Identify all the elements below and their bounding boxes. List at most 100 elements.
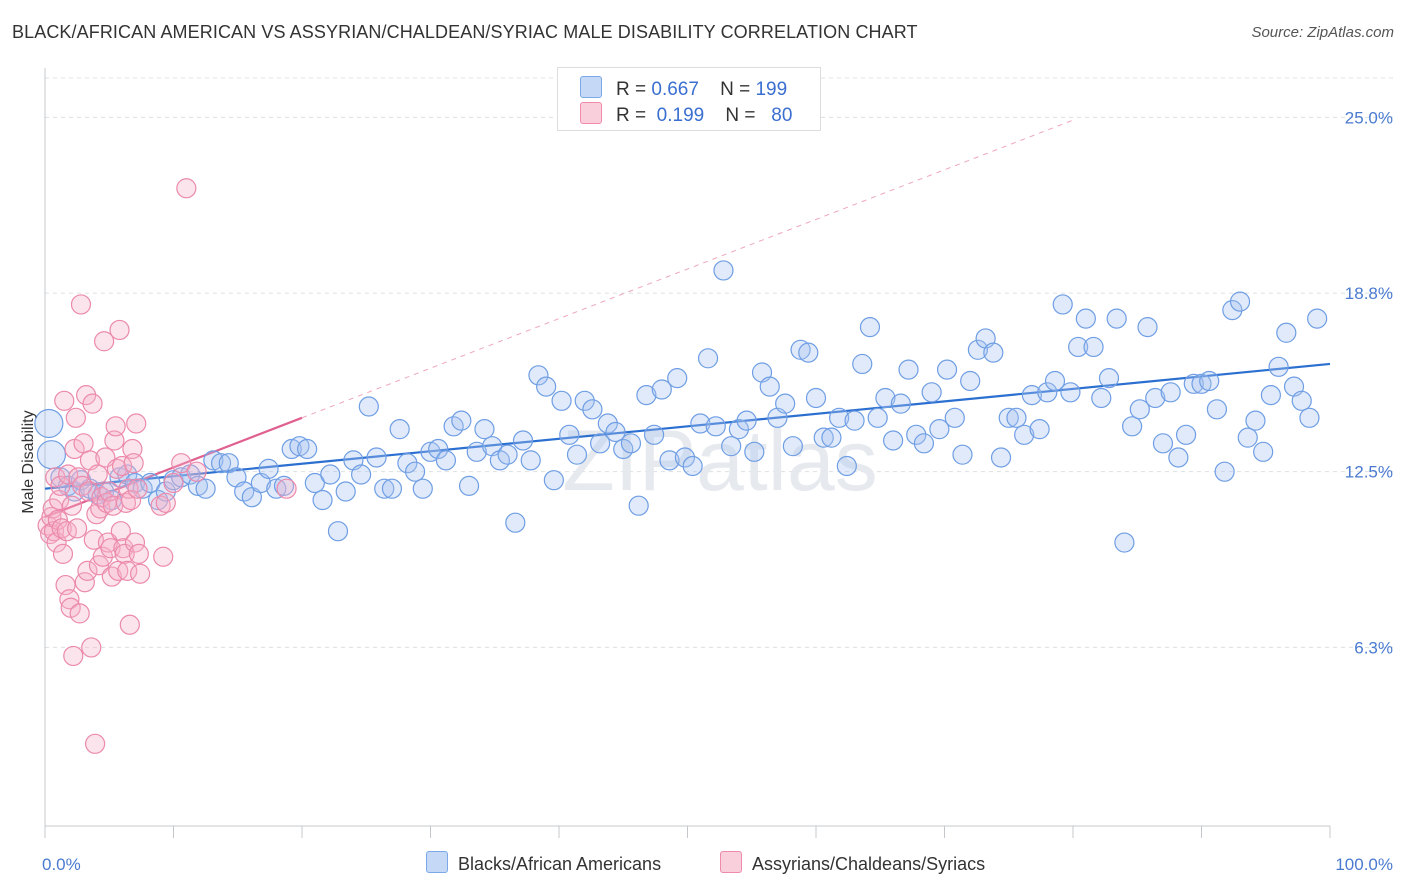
point-blacks (713, 260, 734, 281)
y-tick-label: 6.3% (1354, 638, 1393, 657)
point-blacks (1307, 308, 1328, 329)
point-blacks (351, 464, 372, 485)
bottom-legend-swatch-blue (426, 851, 448, 873)
point-blacks (266, 478, 287, 499)
point-blacks (1091, 387, 1112, 409)
point-blacks (1276, 322, 1297, 343)
point-blacks (1021, 385, 1042, 406)
point-assyrians (59, 589, 80, 610)
point-blacks (659, 450, 680, 471)
point-blacks (497, 444, 518, 465)
point-blacks (998, 407, 1019, 428)
point-blacks (297, 438, 318, 460)
legend-swatch-pink (580, 102, 602, 124)
point-blacks (528, 365, 549, 386)
y-tick-label: 25.0% (1345, 108, 1393, 127)
point-blacks (690, 413, 711, 434)
point-blacks (1052, 294, 1073, 315)
point-blacks (1075, 308, 1096, 329)
point-blacks (636, 385, 657, 406)
point-assyrians (50, 475, 71, 496)
legend-swatch-blue (580, 76, 602, 98)
point-blacks (813, 427, 834, 448)
point-blacks (1199, 370, 1220, 392)
point-blacks (1106, 308, 1127, 329)
n-value-blacks: 199 (755, 79, 788, 100)
point-blacks (34, 408, 64, 439)
point-blacks (50, 467, 71, 488)
point-assyrians (73, 433, 94, 454)
point-assyrians (123, 453, 144, 474)
point-blacks (1229, 291, 1251, 312)
trend-extension (301, 119, 1074, 419)
point-blacks (1152, 433, 1174, 454)
point-assyrians (163, 472, 184, 494)
r-value-assyrians: 0.199 (656, 105, 705, 126)
point-blacks (852, 353, 873, 375)
point-assyrians (186, 461, 207, 482)
point-blacks (397, 453, 418, 474)
point-blacks (798, 342, 819, 363)
point-blacks (1183, 373, 1204, 394)
point-blacks (241, 487, 262, 508)
point-blacks (258, 458, 279, 479)
point-assyrians (72, 475, 93, 496)
point-blacks (674, 447, 696, 468)
point-assyrians (81, 637, 102, 658)
point-blacks (574, 390, 595, 411)
point-blacks (1083, 336, 1104, 358)
point-blacks (836, 455, 857, 477)
point-blacks (1168, 447, 1189, 468)
point-blacks (412, 478, 433, 499)
point-blacks (320, 464, 341, 485)
point-assyrians (114, 543, 135, 564)
bottom-legend-assyrians: Assyrians/Chaldeans/Syriacs (720, 851, 985, 875)
point-assyrians (69, 603, 90, 624)
point-blacks (1060, 382, 1081, 403)
point-blacks (512, 430, 534, 451)
point-blacks (1044, 370, 1066, 392)
point-blacks (559, 424, 580, 445)
y-axis-title: Male Disability (20, 410, 37, 513)
point-assyrians (105, 416, 126, 437)
point-assyrians (119, 614, 140, 635)
point-blacks (312, 489, 333, 511)
point-assyrians (82, 393, 103, 414)
point-assyrians (171, 453, 192, 474)
point-blacks (1137, 317, 1158, 338)
point-assyrians (155, 492, 176, 513)
point-blacks (505, 512, 526, 533)
point-blacks (1299, 407, 1320, 428)
point-blacks (1068, 336, 1089, 358)
point-blacks (327, 521, 349, 542)
point-blacks (289, 436, 310, 457)
x-tick-label-min: 0.0% (42, 855, 81, 874)
point-blacks (435, 450, 457, 471)
point-assyrians (276, 478, 297, 499)
point-blacks (913, 433, 935, 454)
point-blacks (697, 348, 719, 369)
point-assyrians (101, 566, 122, 587)
point-blacks (667, 368, 688, 389)
point-blacks (1006, 407, 1027, 428)
point-assyrians (87, 464, 108, 485)
point-blacks (281, 438, 302, 460)
point-blacks (890, 393, 911, 414)
y-tick-label: 12.5% (1345, 463, 1393, 482)
point-blacks (1268, 356, 1289, 377)
point-blacks (597, 413, 618, 434)
point-blacks (590, 433, 611, 454)
point-blacks (898, 359, 919, 380)
point-blacks (1175, 424, 1197, 445)
point-blacks (705, 416, 726, 437)
point-blacks (1191, 373, 1212, 394)
point-blacks (420, 441, 441, 462)
point-blacks (304, 472, 325, 494)
point-blacks (366, 447, 387, 468)
point-assyrians (94, 331, 115, 352)
point-blacks (203, 450, 224, 471)
point-blacks (1014, 424, 1035, 445)
point-assyrians (103, 495, 124, 516)
point-blacks (1245, 410, 1266, 431)
point-assyrians (110, 521, 131, 542)
